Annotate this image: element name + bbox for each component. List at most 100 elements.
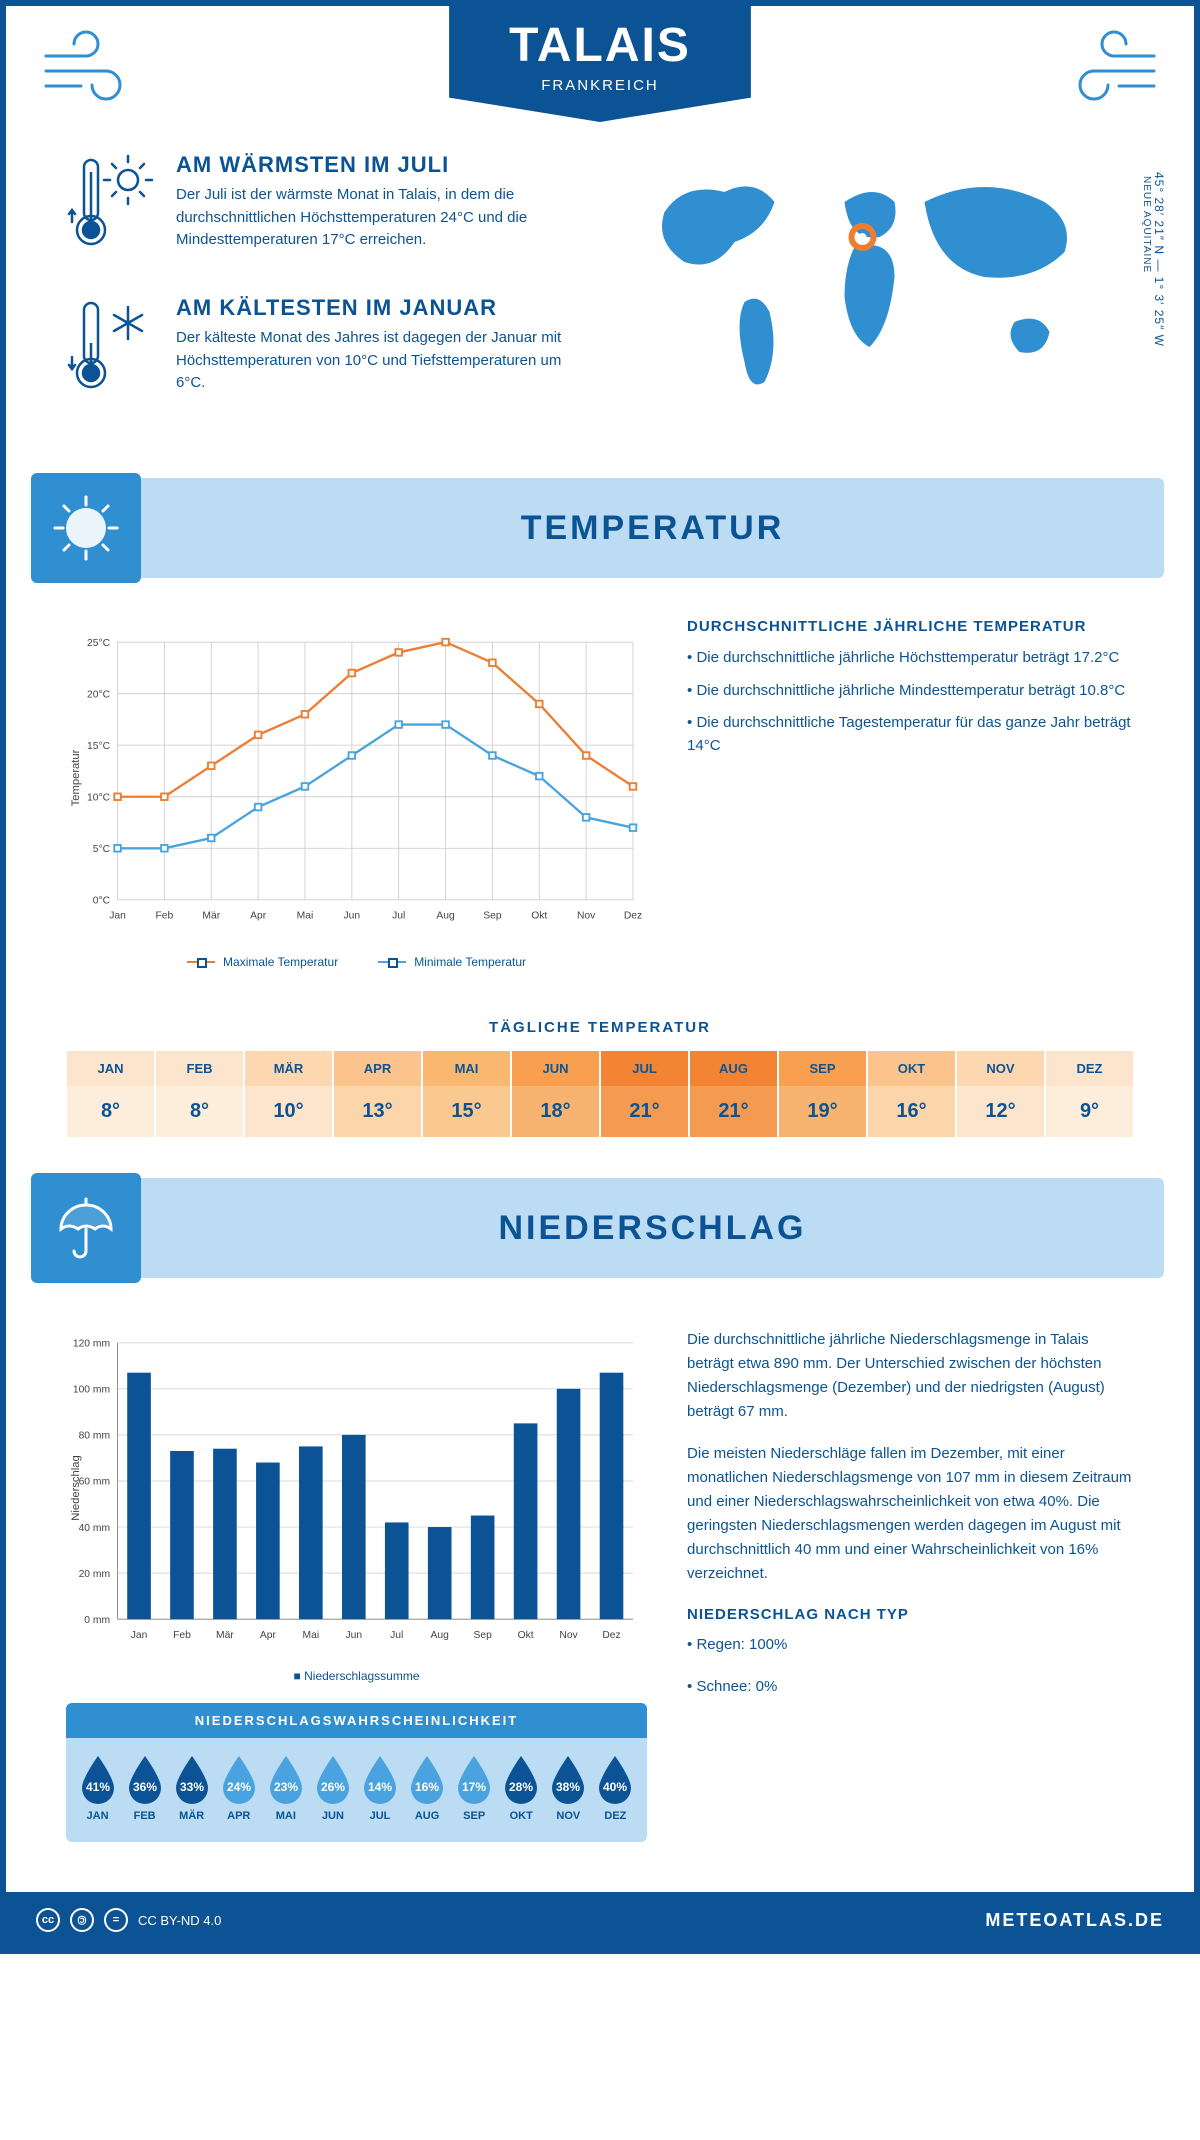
daily-temp-title: TÄGLICHE TEMPERATUR bbox=[6, 1019, 1194, 1036]
precipitation-legend: ■ Niederschlagssumme bbox=[66, 1669, 647, 1683]
svg-text:Dez: Dez bbox=[602, 1630, 620, 1641]
daily-month: OKT bbox=[868, 1051, 955, 1086]
svg-text:33%: 33% bbox=[180, 1780, 204, 1794]
precip-p2: Die meisten Niederschläge fallen im Deze… bbox=[687, 1442, 1134, 1586]
legend-max: Maximale Temperatur bbox=[187, 955, 338, 969]
svg-text:0°C: 0°C bbox=[93, 896, 111, 907]
drop-month: JUL bbox=[359, 1810, 401, 1822]
svg-text:17%: 17% bbox=[462, 1780, 486, 1794]
svg-text:0 mm: 0 mm bbox=[84, 1615, 110, 1626]
drop-month: AUG bbox=[406, 1810, 448, 1822]
probability-drop: 38% NOV bbox=[547, 1754, 589, 1822]
daily-month: JAN bbox=[67, 1051, 154, 1086]
precip-legend-label: Niederschlagssumme bbox=[304, 1669, 419, 1683]
license-text: CC BY-ND 4.0 bbox=[138, 1913, 221, 1928]
svg-text:15°C: 15°C bbox=[87, 741, 111, 752]
daily-temperature-table: JAN8°FEB8°MÄR10°APR13°MAI15°JUN18°JUL21°… bbox=[66, 1050, 1134, 1138]
probability-drop: 40% DEZ bbox=[594, 1754, 636, 1822]
wind-icon-right bbox=[1044, 26, 1164, 106]
svg-text:28%: 28% bbox=[509, 1780, 533, 1794]
daily-cell: FEB8° bbox=[154, 1051, 243, 1137]
location-map: 45° 28′ 21″ N — 1° 3′ 25″ W NEUE AQUITAI… bbox=[615, 152, 1134, 438]
probability-drop: 16% AUG bbox=[406, 1754, 448, 1822]
temperature-section-header: TEMPERATUR bbox=[36, 478, 1164, 578]
daily-month: MAI bbox=[423, 1051, 510, 1086]
svg-text:Nov: Nov bbox=[577, 911, 596, 922]
daily-month: MÄR bbox=[245, 1051, 332, 1086]
probability-drop: 24% APR bbox=[218, 1754, 260, 1822]
city-name: TALAIS bbox=[509, 18, 691, 73]
svg-text:Aug: Aug bbox=[436, 911, 455, 922]
drop-month: DEZ bbox=[594, 1810, 636, 1822]
legend-min: Minimale Temperatur bbox=[378, 955, 526, 969]
daily-month: DEZ bbox=[1046, 1051, 1133, 1086]
thermometer-snow-icon bbox=[66, 295, 156, 410]
warmest-block: AM WÄRMSTEN IM JULI Der Juli ist der wär… bbox=[66, 152, 585, 267]
svg-text:Jun: Jun bbox=[344, 911, 361, 922]
daily-month: APR bbox=[334, 1051, 421, 1086]
svg-text:80 mm: 80 mm bbox=[79, 1431, 110, 1442]
probability-drop: 14% JUL bbox=[359, 1754, 401, 1822]
drop-month: MAI bbox=[265, 1810, 307, 1822]
precipitation-content: 0 mm20 mm40 mm60 mm80 mm100 mm120 mmNied… bbox=[6, 1298, 1194, 1862]
svg-text:100 mm: 100 mm bbox=[73, 1385, 110, 1396]
svg-text:38%: 38% bbox=[556, 1780, 580, 1794]
svg-text:Mai: Mai bbox=[303, 1630, 320, 1641]
svg-text:Feb: Feb bbox=[173, 1630, 191, 1641]
daily-cell: SEP19° bbox=[777, 1051, 866, 1137]
temp-stat-1: • Die durchschnittliche jährliche Höchst… bbox=[687, 647, 1134, 670]
daily-value: 15° bbox=[423, 1086, 510, 1137]
precipitation-title: NIEDERSCHLAG bbox=[141, 1209, 1164, 1248]
precipitation-text-col: Die durchschnittliche jährliche Niedersc… bbox=[687, 1318, 1134, 1842]
daily-month: NOV bbox=[957, 1051, 1044, 1086]
daily-cell: JAN8° bbox=[67, 1051, 154, 1137]
daily-cell: OKT16° bbox=[866, 1051, 955, 1137]
svg-text:41%: 41% bbox=[86, 1780, 110, 1794]
precip-type-2: • Schnee: 0% bbox=[687, 1675, 1134, 1699]
svg-text:Jul: Jul bbox=[392, 911, 405, 922]
daily-value: 8° bbox=[67, 1086, 154, 1137]
svg-text:Sep: Sep bbox=[473, 1630, 492, 1641]
temperature-title: TEMPERATUR bbox=[141, 509, 1164, 548]
daily-month: JUL bbox=[601, 1051, 688, 1086]
top-row: AM WÄRMSTEN IM JULI Der Juli ist der wär… bbox=[6, 122, 1194, 458]
climate-summary: AM WÄRMSTEN IM JULI Der Juli ist der wär… bbox=[66, 152, 585, 438]
temp-stat-2: • Die durchschnittliche jährliche Mindes… bbox=[687, 680, 1134, 703]
daily-value: 10° bbox=[245, 1086, 332, 1137]
svg-text:Jan: Jan bbox=[131, 1630, 148, 1641]
wind-icon-left bbox=[36, 26, 156, 106]
svg-text:Jun: Jun bbox=[345, 1630, 362, 1641]
cc-icon: cc bbox=[36, 1908, 60, 1932]
daily-cell: MÄR10° bbox=[243, 1051, 332, 1137]
temperature-line-chart: 0°C5°C10°C15°C20°C25°CJanFebMärAprMaiJun… bbox=[66, 618, 647, 938]
drop-month: JUN bbox=[312, 1810, 354, 1822]
precip-type-1: • Regen: 100% bbox=[687, 1633, 1134, 1657]
thermometer-sun-icon bbox=[66, 152, 156, 267]
probability-drop: 41% JAN bbox=[77, 1754, 119, 1822]
probability-drop: 23% MAI bbox=[265, 1754, 307, 1822]
warmest-text: Der Juli ist der wärmste Monat in Talais… bbox=[176, 184, 585, 252]
daily-cell: AUG21° bbox=[688, 1051, 777, 1137]
daily-value: 12° bbox=[957, 1086, 1044, 1137]
country-name: FRANKREICH bbox=[509, 77, 691, 94]
legend-min-label: Minimale Temperatur bbox=[414, 955, 526, 969]
prob-title: NIEDERSCHLAGSWAHRSCHEINLICHKEIT bbox=[66, 1703, 647, 1738]
daily-cell: JUL21° bbox=[599, 1051, 688, 1137]
temperature-content: 0°C5°C10°C15°C20°C25°CJanFebMärAprMaiJun… bbox=[6, 598, 1194, 989]
by-icon: 🄯 bbox=[70, 1908, 94, 1932]
sun-icon bbox=[31, 473, 141, 583]
svg-text:Aug: Aug bbox=[431, 1630, 450, 1641]
license: cc 🄯 = CC BY-ND 4.0 bbox=[36, 1908, 221, 1932]
daily-cell: DEZ9° bbox=[1044, 1051, 1133, 1137]
drop-month: APR bbox=[218, 1810, 260, 1822]
daily-value: 9° bbox=[1046, 1086, 1133, 1137]
precipitation-bar-chart: 0 mm20 mm40 mm60 mm80 mm100 mm120 mmNied… bbox=[66, 1318, 647, 1658]
svg-text:Temperatur: Temperatur bbox=[70, 749, 82, 806]
svg-text:5°C: 5°C bbox=[93, 844, 111, 855]
temperature-chart-col: 0°C5°C10°C15°C20°C25°CJanFebMärAprMaiJun… bbox=[66, 618, 647, 969]
coordinates: 45° 28′ 21″ N — 1° 3′ 25″ W NEUE AQUITAI… bbox=[1141, 172, 1166, 347]
drop-month: OKT bbox=[500, 1810, 542, 1822]
probability-drop: 36% FEB bbox=[124, 1754, 166, 1822]
svg-text:20 mm: 20 mm bbox=[79, 1569, 110, 1580]
svg-text:60 mm: 60 mm bbox=[79, 1477, 110, 1488]
